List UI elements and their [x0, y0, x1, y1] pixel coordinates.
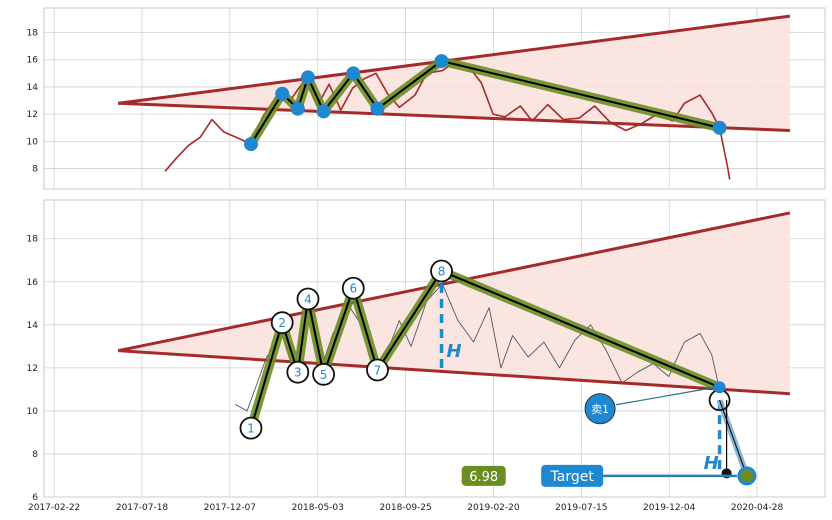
y-tick-label: 16 — [27, 278, 39, 288]
x-tick-label: 2018-05-03 — [292, 503, 344, 513]
sell-pointer — [615, 386, 716, 406]
y-tick-label: 6 — [32, 493, 38, 503]
pivot-3-circle — [286, 360, 310, 384]
pivot-marker — [316, 104, 331, 119]
value-box-text: 6.98 — [469, 470, 498, 485]
pivot-1-label: 1 — [247, 422, 255, 436]
target-dot — [737, 466, 757, 486]
pivot-marker — [712, 120, 727, 135]
y-tick-label: 10 — [27, 137, 39, 147]
pivot-2-label: 2 — [278, 316, 286, 330]
height-label: H — [447, 341, 462, 362]
x-tick-label: 2018-09-25 — [379, 503, 431, 513]
y-tick-label: 18 — [27, 28, 39, 38]
y-tick-label: 14 — [27, 83, 39, 93]
pivot-1-circle — [239, 416, 263, 440]
y-tick-label: 18 — [27, 235, 39, 245]
target-height-label: H — [704, 453, 719, 474]
x-tick-label: 2019-07-15 — [555, 503, 607, 513]
pivot-marker — [434, 54, 449, 69]
pivot-marker — [300, 70, 315, 85]
pivot-6-label: 6 — [349, 282, 357, 296]
breakdown-line — [719, 399, 748, 477]
x-tick-label: 2019-02-20 — [467, 503, 520, 513]
x-tick-label: 2017-02-22 — [28, 503, 80, 513]
pivot-7-label: 7 — [374, 364, 382, 378]
pivot-marker — [275, 86, 290, 101]
x-tick-label: 2020-04-28 — [731, 503, 784, 513]
pivot-3-label: 3 — [294, 366, 302, 380]
trend-upper-line — [117, 211, 791, 353]
pivot-marker — [290, 101, 305, 116]
value-box — [461, 465, 506, 486]
pivot-4-label: 4 — [304, 293, 312, 307]
target-box — [541, 464, 604, 487]
y-tick-label: 16 — [27, 56, 39, 66]
y-tick-label: 10 — [27, 407, 39, 417]
pivot-5-circle — [312, 362, 335, 386]
y-tick-label: 12 — [27, 364, 38, 374]
pivot-marker — [346, 66, 361, 81]
x-tick-label: 2017-07-18 — [116, 503, 169, 513]
pivot-marker — [370, 101, 385, 116]
trend-lower-line — [118, 101, 790, 132]
sell-label: 卖1 — [591, 403, 609, 416]
y-tick-label: 8 — [32, 165, 38, 175]
trend-lower-line — [118, 349, 790, 396]
top-panel: 8 10 12 14 16 18 — [27, 7, 826, 190]
pivot-5-label: 5 — [320, 368, 328, 382]
sell-bubble — [584, 393, 616, 425]
breakout-marker — [713, 381, 726, 394]
pivot-7-circle — [366, 358, 389, 382]
x-tick-label: 2017-12-07 — [204, 503, 256, 513]
pivot-8-circle — [430, 259, 453, 283]
y-tick-label: 12 — [27, 110, 38, 120]
target-box-text: Target — [550, 469, 595, 485]
pivot-2-circle — [270, 311, 294, 335]
pivot-4-circle — [296, 287, 320, 311]
y-tick-label: 14 — [27, 321, 39, 331]
x-tick-label: 2019-12-04 — [643, 503, 696, 513]
pivot-marker — [243, 137, 258, 152]
pivot-6-circle — [341, 276, 365, 300]
y-tick-label: 8 — [32, 450, 38, 460]
pivot-8-label: 8 — [438, 265, 446, 279]
